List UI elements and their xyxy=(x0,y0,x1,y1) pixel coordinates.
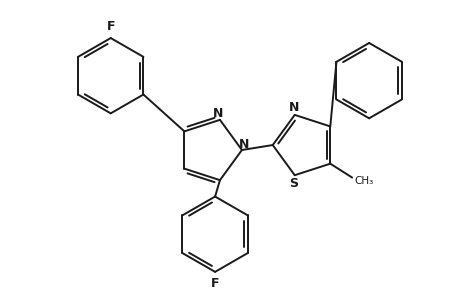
Text: F: F xyxy=(210,277,219,290)
Text: CH₃: CH₃ xyxy=(354,176,373,185)
Text: N: N xyxy=(213,107,223,120)
Text: N: N xyxy=(238,138,249,151)
Text: N: N xyxy=(288,101,298,115)
Text: S: S xyxy=(289,177,297,190)
Text: F: F xyxy=(106,20,115,33)
